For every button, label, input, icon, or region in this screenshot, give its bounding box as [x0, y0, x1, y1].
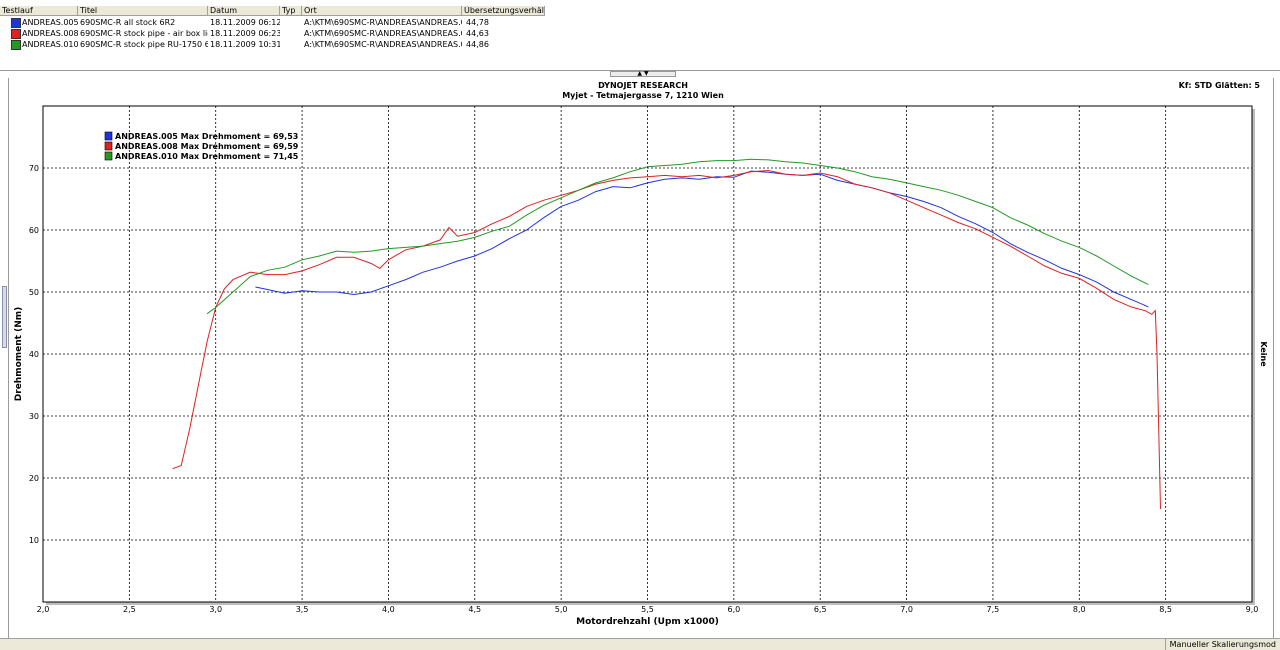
- y-tick-label: 50: [29, 288, 39, 297]
- x-tick-label: 2,5: [123, 605, 136, 614]
- x-tick-label: 5,5: [641, 605, 654, 614]
- legend-swatch: [104, 131, 113, 141]
- torque-chart: DYNOJET RESEARCH Myjet - Tetmajergasse 7…: [14, 81, 1268, 627]
- cell-ort: A:\KTM\690SMC-R\ANDREAS\ANDREAS.010: [304, 40, 462, 49]
- cell-testlauf: ANDREAS.005: [22, 18, 78, 27]
- status-bar: Manueller Skalierungsmod: [0, 638, 1280, 650]
- x-tick-label: 3,5: [296, 605, 309, 614]
- x-tick-label: 2,0: [37, 605, 50, 614]
- cell-datum: 18.11.2009 06:23:04: [210, 29, 280, 38]
- x-tick-label: 7,5: [987, 605, 1000, 614]
- right-axis-label: Keine: [1259, 341, 1268, 367]
- x-axis-label: Motordrehzahl (Upm x1000): [576, 617, 719, 627]
- run-color-swatch[interactable]: [11, 18, 21, 28]
- table-row[interactable]: ANDREAS.008 690SMC-R stock pipe - air box…: [0, 28, 545, 39]
- cell-typ: [282, 39, 302, 50]
- series-line-andreas-010: [206, 158, 1149, 315]
- column-header-datum[interactable]: Datum: [208, 6, 280, 16]
- run-table-header: Testlauf Titel Datum Typ Ort Übersetzung…: [0, 6, 545, 16]
- x-tick-label: 8,0: [1073, 605, 1086, 614]
- table-row[interactable]: ANDREAS.005 690SMC-R all stock 6R2 18.11.2…: [0, 17, 545, 28]
- column-header-ort[interactable]: Ort: [302, 6, 462, 16]
- left-panel-grip[interactable]: [2, 286, 7, 348]
- legend-entry: ANDREAS.005 Max Drehmoment = 69,53: [115, 132, 298, 141]
- y-tick-label: 10: [29, 536, 39, 545]
- graph-corner-info: Kf: STD Glätten: 5: [1179, 81, 1261, 90]
- run-color-swatch[interactable]: [11, 40, 21, 50]
- x-tick-label: 6,0: [727, 605, 740, 614]
- cell-datum: 18.11.2009 06:12:48: [210, 18, 280, 27]
- graph-header-line1: DYNOJET RESEARCH: [598, 81, 688, 90]
- x-tick-label: 8,5: [1159, 605, 1172, 614]
- cell-testlauf: ANDREAS.008: [22, 29, 78, 38]
- column-header-testlauf[interactable]: Testlauf: [0, 6, 78, 16]
- column-header-ratio[interactable]: Übersetzungsverhältnis: [462, 6, 545, 16]
- legend-entry: ANDREAS.010 Max Drehmoment = 71,45: [115, 152, 299, 161]
- y-tick-label: 40: [29, 350, 39, 359]
- y-tick-label: 30: [29, 412, 39, 421]
- cell-datum: 18.11.2009 10:31:26: [210, 40, 280, 49]
- cell-titel: 690SMC-R all stock 6R2: [80, 18, 176, 27]
- series-line-andreas-008: [172, 169, 1161, 510]
- pane-splitter[interactable]: ▲ ▼: [610, 71, 676, 77]
- column-header-typ[interactable]: Typ: [280, 6, 302, 16]
- table-row[interactable]: ANDREAS.010 690SMC-R stock pipe RU-1750 6…: [0, 39, 545, 50]
- x-tick-label: 7,0: [900, 605, 913, 614]
- y-tick-label: 70: [29, 164, 39, 173]
- cell-testlauf: ANDREAS.010: [22, 40, 78, 49]
- x-tick-label: 5,0: [555, 605, 568, 614]
- graph-pane: DYNOJET RESEARCH Myjet - Tetmajergasse 7…: [8, 78, 1274, 638]
- run-color-swatch[interactable]: [11, 29, 21, 39]
- y-tick-label: 20: [29, 474, 39, 483]
- cell-ratio: 44,78: [466, 18, 489, 27]
- legend-entry: ANDREAS.008 Max Drehmoment = 69,59: [115, 142, 299, 151]
- series-line-andreas-005: [255, 170, 1149, 308]
- y-tick-label: 60: [29, 226, 39, 235]
- cell-titel: 690SMC-R stock pipe - air box lid: [80, 29, 208, 38]
- y-axis-label: Drehmoment (Nm): [14, 307, 24, 401]
- x-tick-label: 3,0: [209, 605, 222, 614]
- cell-ort: A:\KTM\690SMC-R\ANDREAS\ANDREAS.005: [304, 18, 462, 27]
- x-tick-label: 4,0: [382, 605, 395, 614]
- x-tick-label: 4,5: [468, 605, 481, 614]
- cell-typ: [282, 28, 302, 39]
- cell-ratio: 44,63: [466, 29, 489, 38]
- x-tick-label: 9,0: [1246, 605, 1259, 614]
- legend-swatch: [104, 141, 113, 151]
- run-table: Testlauf Titel Datum Typ Ort Übersetzung…: [0, 0, 1280, 71]
- x-tick-label: 6,5: [814, 605, 827, 614]
- column-header-titel[interactable]: Titel: [78, 6, 208, 16]
- cell-ratio: 44,86: [466, 40, 489, 49]
- cell-titel: 690SMC-R stock pipe RU-1750 6: [80, 40, 208, 49]
- legend-swatch: [104, 151, 113, 161]
- status-text: Manueller Skalierungsmod: [1164, 639, 1280, 650]
- graph-header-line2: Myjet - Tetmajergasse 7, 1210 Wien: [562, 91, 724, 100]
- cell-typ: [282, 17, 302, 28]
- cell-ort: A:\KTM\690SMC-R\ANDREAS\ANDREAS.008: [304, 29, 462, 38]
